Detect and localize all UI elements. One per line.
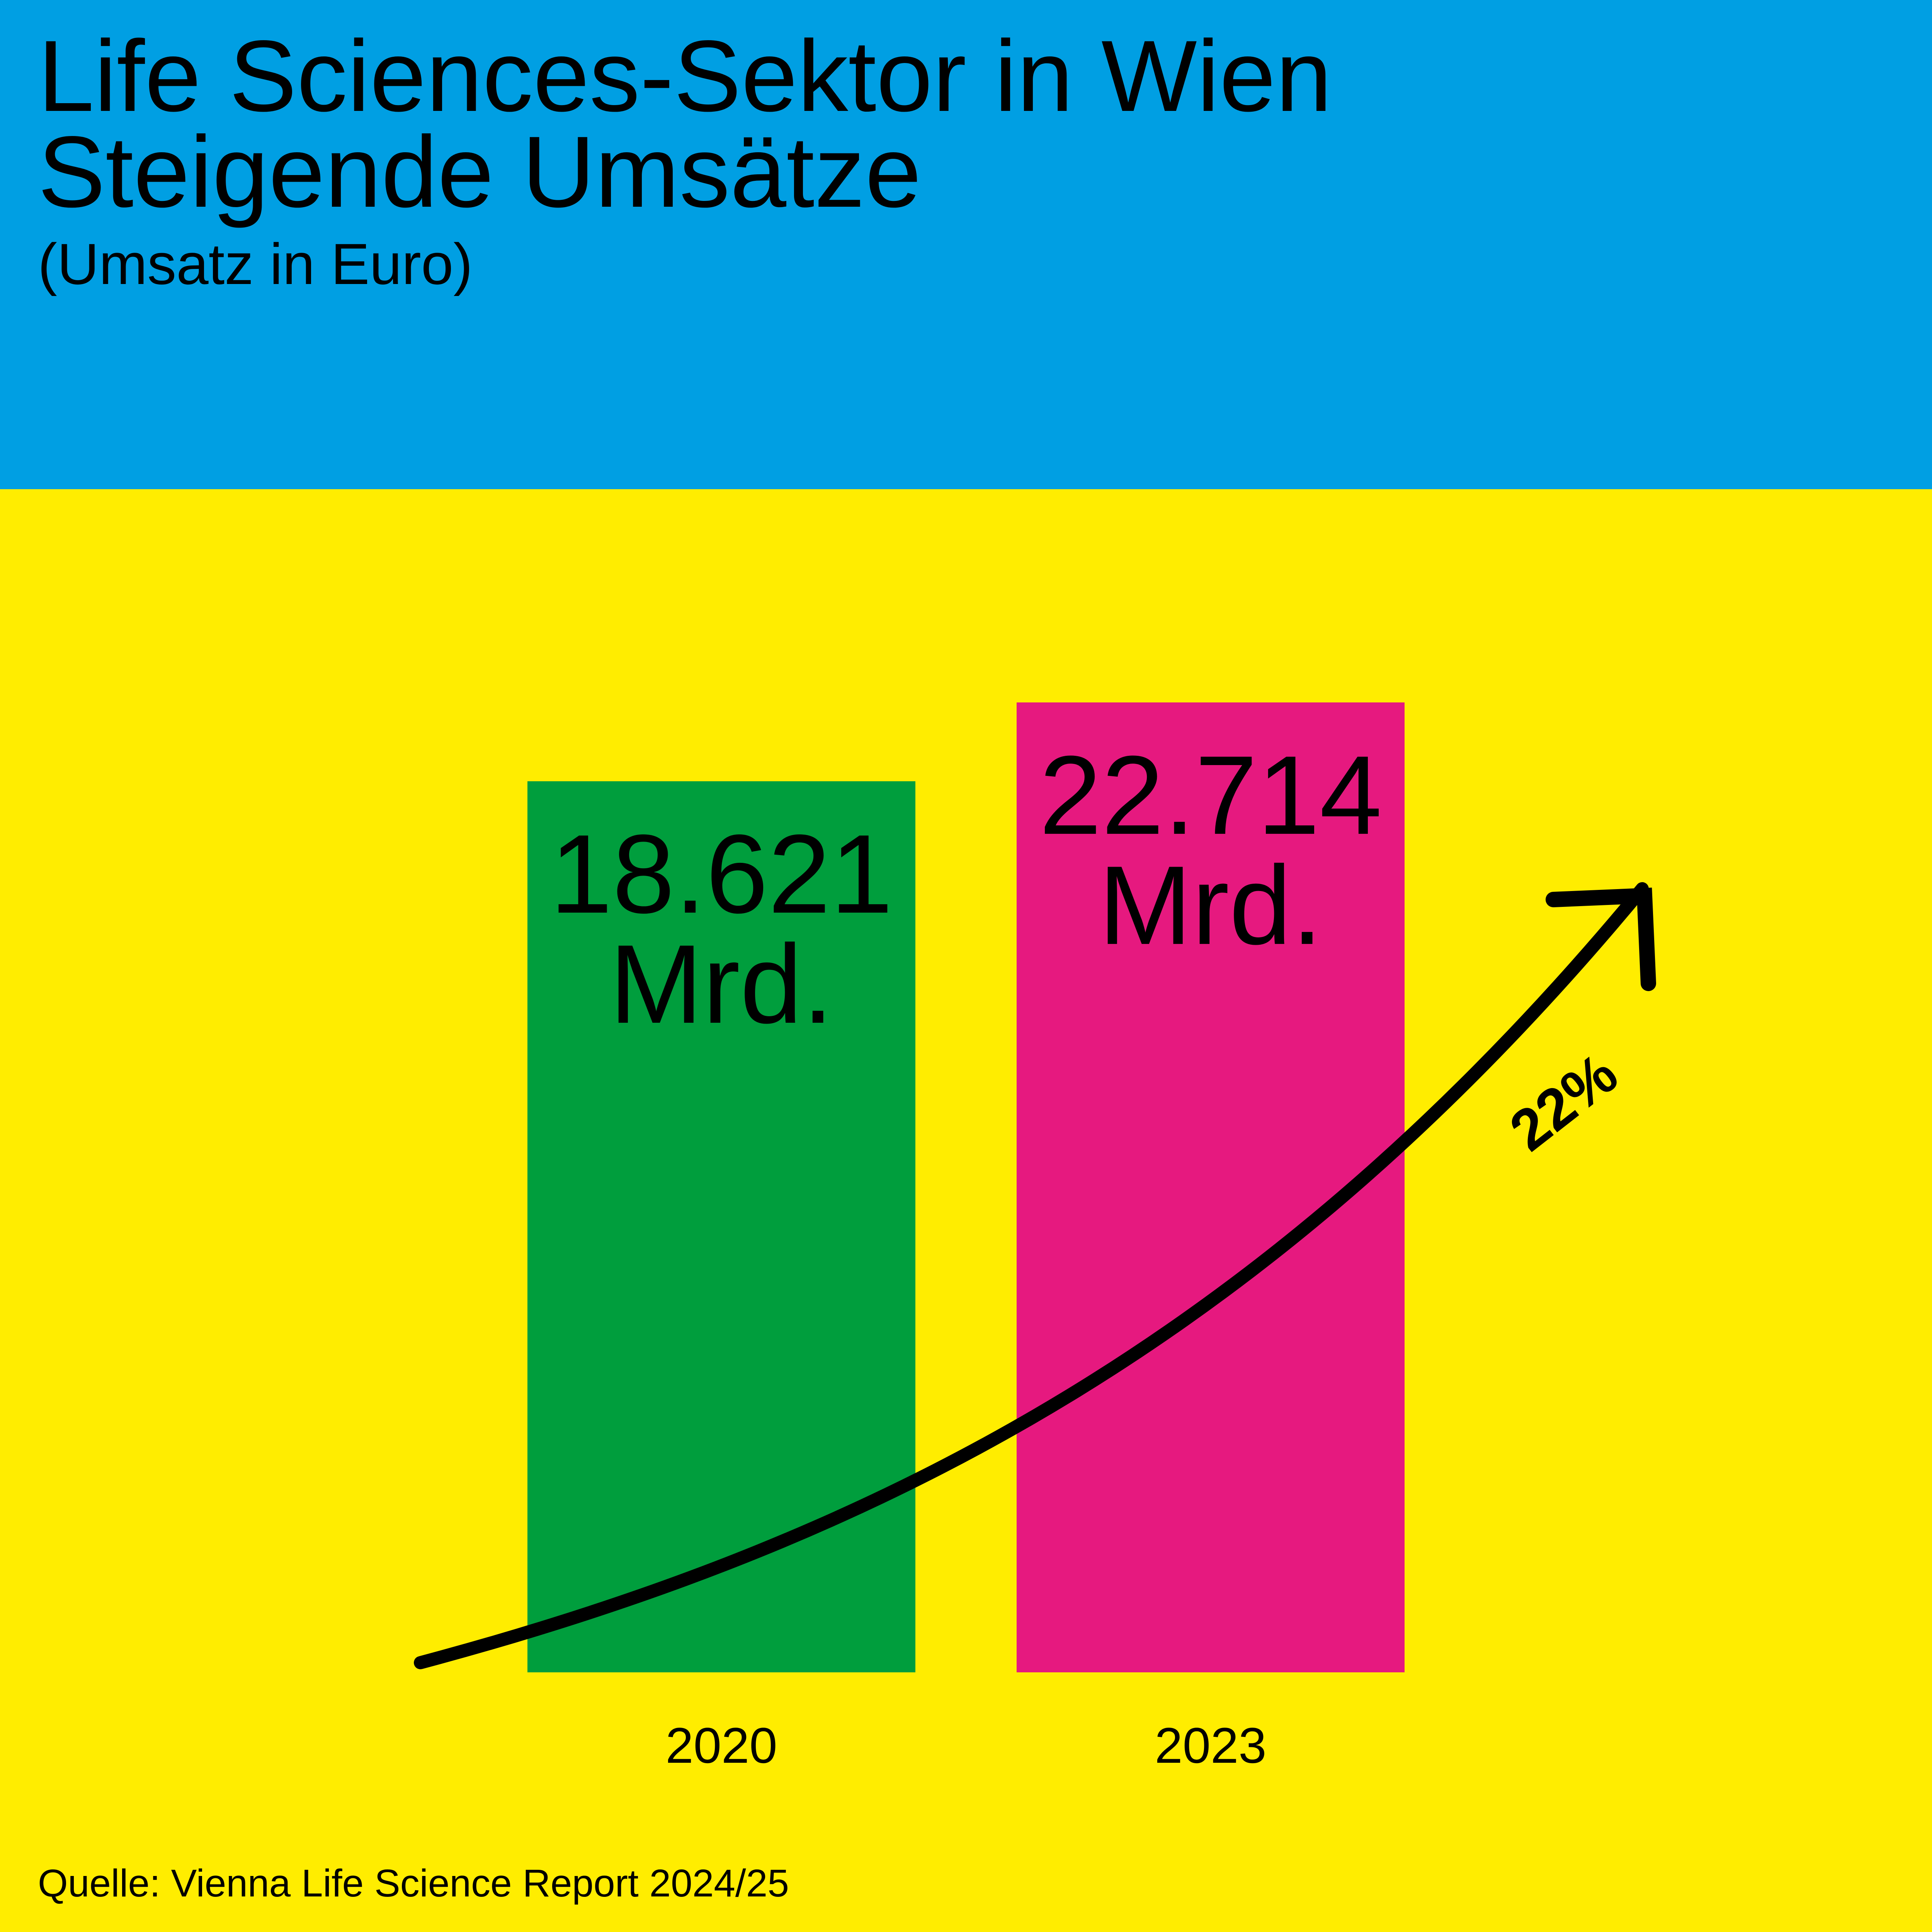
- bar-2023: [1017, 702, 1405, 1672]
- data-label-unit: Mrd.: [609, 922, 833, 1047]
- growth-arrow-head: [1546, 888, 1656, 991]
- subtitle: (Umsatz in Euro): [38, 231, 473, 296]
- title-line-2: Steigende Umsätze: [38, 115, 922, 229]
- data-label-value: 18.621: [550, 811, 893, 937]
- title-line-1: Life Sciences-Sektor in Wien: [38, 19, 1332, 133]
- x-tick-label: 2020: [665, 1717, 777, 1774]
- growth-arrow-curve: [414, 882, 1649, 1669]
- source-note: Quelle: Vienna Life Science Report 2024/…: [38, 1862, 789, 1905]
- data-label-value: 22.714: [1039, 733, 1382, 858]
- x-tick-label: 2023: [1155, 1717, 1266, 1774]
- header-band: [0, 0, 1932, 489]
- bar-2020: [527, 781, 915, 1672]
- data-label-unit: Mrd.: [1099, 843, 1323, 968]
